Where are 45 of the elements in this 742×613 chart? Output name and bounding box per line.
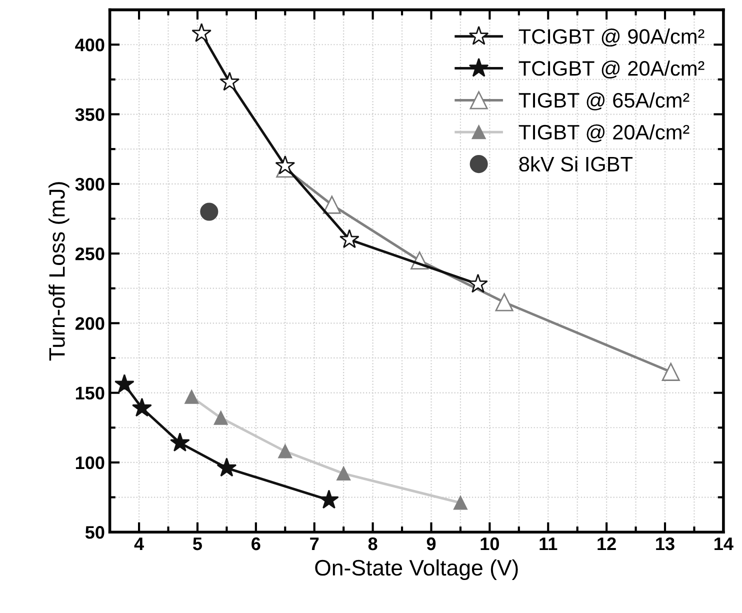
y-tick-label: 150 — [76, 386, 104, 400]
x-tick-label: 12 — [598, 537, 616, 550]
y-axis-title: Turn-off Loss (mJ) — [48, 182, 70, 361]
x-tick-label: 6 — [252, 537, 260, 550]
x-tick-label: 8 — [368, 537, 378, 550]
x-tick-label: 13 — [656, 537, 674, 550]
point — [495, 293, 514, 312]
point — [132, 398, 152, 417]
point — [336, 466, 351, 481]
legend-label: TCIGBT @ 90A/cm² — [518, 28, 704, 47]
point — [214, 410, 228, 425]
point — [192, 23, 212, 42]
legend-label: TIGBT @ 65A/cm² — [518, 92, 690, 110]
point — [200, 202, 218, 221]
point — [468, 274, 488, 293]
legend-label: TIGBT @ 20A/cm² — [518, 124, 690, 142]
x-tick-label: 4 — [134, 538, 144, 550]
point — [322, 196, 341, 214]
x-tick-label: 5 — [193, 538, 202, 550]
point — [184, 390, 199, 404]
y-tick-label: 100 — [76, 456, 104, 470]
x-tick-label: 14 — [714, 538, 734, 550]
point — [662, 362, 680, 381]
point — [319, 490, 339, 509]
point — [220, 72, 240, 91]
y-tick-label: 250 — [75, 247, 104, 260]
y-tick-label: 200 — [75, 317, 104, 330]
y-tick-label: 50 — [85, 526, 104, 539]
point — [114, 374, 134, 394]
legend-label: 8kV Si IGBT — [519, 156, 633, 172]
y-tick-label: 400 — [75, 38, 104, 52]
point — [454, 496, 468, 510]
point — [278, 444, 292, 458]
x-axis-title: On-State Voltage (V) — [315, 559, 518, 580]
x-tick-label: 7 — [310, 538, 319, 550]
point — [170, 432, 190, 452]
point — [339, 229, 360, 248]
point — [275, 155, 296, 174]
x-tick-label: 9 — [426, 537, 436, 550]
x-tick-label: 10 — [480, 537, 499, 550]
x-tick-label: 11 — [540, 538, 558, 550]
legend-label: TCIGBT @ 20A/cm² — [518, 60, 704, 78]
y-tick-label: 350 — [75, 108, 104, 122]
point — [216, 458, 237, 477]
y-tick-label: 300 — [75, 178, 104, 191]
